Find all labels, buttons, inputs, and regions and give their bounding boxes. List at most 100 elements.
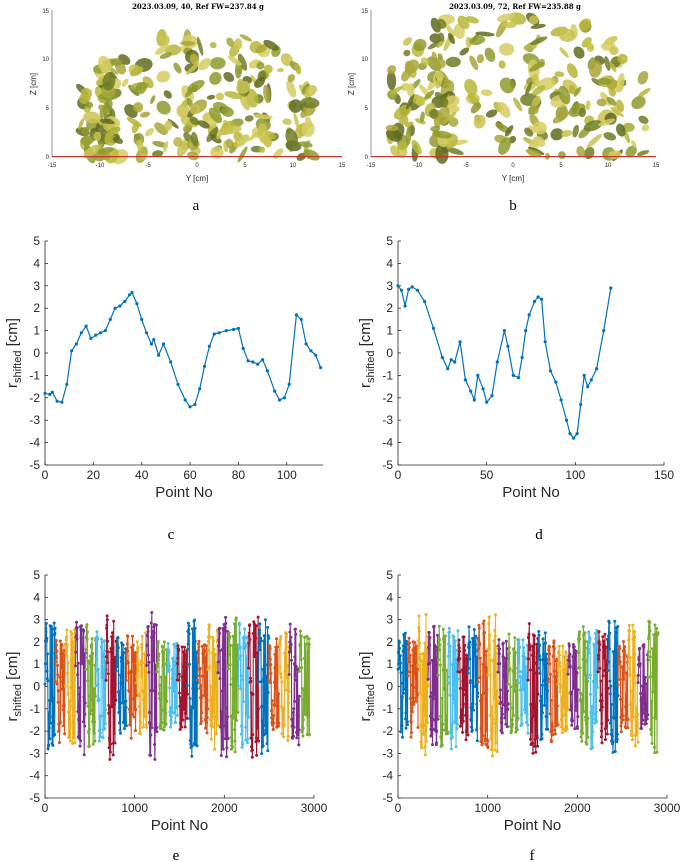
panel-e-series-line xyxy=(237,623,250,748)
leaf-point xyxy=(176,104,190,118)
panel-e-data-point xyxy=(121,683,125,687)
panel-f-data-point xyxy=(552,647,556,651)
panel-f-data-point xyxy=(580,698,584,702)
panel-e-data-point xyxy=(118,706,122,709)
panel-f-data-point xyxy=(488,646,492,650)
panel-e-data-point xyxy=(108,739,112,742)
panel-f-data-point xyxy=(517,641,521,645)
leaf-point xyxy=(530,23,546,29)
panel-f-ytick-label: -4 xyxy=(382,769,393,783)
leaf-point xyxy=(529,61,545,72)
panel-e-data-point xyxy=(45,669,49,673)
leaf-point xyxy=(385,124,399,132)
panel-f-data-point xyxy=(615,737,619,741)
panel-e-data-point xyxy=(254,624,258,628)
panel-f-data-point xyxy=(565,725,569,728)
panel-e-data-point xyxy=(147,711,151,714)
panel-e-data-point xyxy=(206,649,210,653)
panel-d-data-point xyxy=(440,355,444,360)
panel-d-data-point xyxy=(579,402,583,407)
panel-e-data-point xyxy=(100,675,104,679)
panel-c-data-point xyxy=(74,342,78,346)
panel-e-data-point xyxy=(259,680,263,684)
leaf-point xyxy=(303,149,320,161)
leaf-point xyxy=(216,127,224,140)
panel-e-data-point xyxy=(130,645,133,649)
panel-f-data-point xyxy=(569,692,573,696)
panel-e-data-point xyxy=(208,635,212,639)
leaf-point xyxy=(496,13,515,23)
panel-f-ytick-label: 4 xyxy=(386,590,393,604)
panel-f-data-point xyxy=(464,738,468,742)
panel-e-data-point xyxy=(264,618,267,622)
panel-f-data-point xyxy=(475,728,478,732)
panel-f-data-point xyxy=(503,716,507,720)
panel-e-data-point xyxy=(224,706,228,710)
panel-f-data-point xyxy=(492,639,496,643)
panel-e-data-point xyxy=(222,628,226,632)
panel-e-data-point xyxy=(91,742,95,746)
panel-f-data-point xyxy=(530,653,534,657)
panel-f-data-point xyxy=(534,718,537,722)
panel-f-data-point xyxy=(600,722,604,725)
panel-e-data-point xyxy=(62,703,66,707)
panel-e-data-point xyxy=(159,675,163,679)
panel-e-data-point xyxy=(56,673,60,677)
panel-f-data-point xyxy=(560,731,564,735)
panel-e-data-point xyxy=(302,709,306,713)
panel-f-data-point xyxy=(465,653,468,657)
panel-e-data-point xyxy=(188,662,191,666)
panel-f-ytick-label: -3 xyxy=(382,746,393,760)
panel-e-data-point xyxy=(196,678,200,682)
panel-f-data-point xyxy=(458,649,461,653)
panel-e-data-point xyxy=(215,715,219,719)
panel-f-data-point xyxy=(602,656,606,660)
leaf-point xyxy=(227,55,242,66)
panel-f-data-point xyxy=(402,687,406,691)
panel-c-data-point xyxy=(60,400,64,404)
leaf-point xyxy=(433,130,453,139)
panel-f-data-point xyxy=(588,673,592,677)
panel-e-data-point xyxy=(136,645,140,649)
panel-f-ytick-label: 5 xyxy=(386,568,393,582)
panel-f-data-point xyxy=(514,683,518,687)
panel-e-data-point xyxy=(250,737,254,741)
panel-e-data-point xyxy=(202,660,205,664)
panel-f-data-point xyxy=(529,702,533,706)
panel-e-data-point xyxy=(119,659,123,663)
panel-e-data-point xyxy=(205,731,209,735)
panel-e-data-point xyxy=(258,628,262,632)
panel-e-data-point xyxy=(285,632,289,636)
panel-e-data-point xyxy=(165,667,169,671)
panel-e-data-point xyxy=(160,721,164,725)
leaf-point xyxy=(210,134,222,144)
panel-e-data-point xyxy=(65,628,69,632)
panel-c-data-point xyxy=(287,382,291,386)
panel-e-data-point xyxy=(190,754,194,758)
panel-e-ytick-label: -1 xyxy=(29,702,40,716)
panel-f-data-point xyxy=(408,641,411,645)
panel-f-data-point xyxy=(452,635,456,639)
panel-e-data-point xyxy=(106,639,110,643)
panel-f-data-point xyxy=(639,692,642,695)
panel-f-data-point xyxy=(576,688,580,692)
panel-e-data-point xyxy=(306,712,310,715)
panel-a-ytick: 15 xyxy=(42,9,49,15)
panel-e-data-point xyxy=(197,645,201,649)
panel-c-data-point xyxy=(207,344,211,348)
leaf-point xyxy=(81,126,90,136)
leaf-point xyxy=(396,141,409,150)
panel-e-data-point xyxy=(141,725,145,729)
panel-e-data-point xyxy=(96,638,100,641)
panel-e-data-point xyxy=(216,671,220,675)
panel-e-data-point xyxy=(98,727,102,731)
panel-f-data-point xyxy=(493,634,497,638)
panel-e-data-point xyxy=(99,645,103,649)
panel-f-data-point xyxy=(520,722,524,726)
panel-e-data-point xyxy=(254,740,258,744)
panel-e-data-point xyxy=(251,692,255,696)
panel-f-data-point xyxy=(542,653,545,657)
panel-f-data-point xyxy=(538,671,542,675)
panel-f-data-point xyxy=(489,734,493,738)
leaf-point xyxy=(255,44,267,54)
